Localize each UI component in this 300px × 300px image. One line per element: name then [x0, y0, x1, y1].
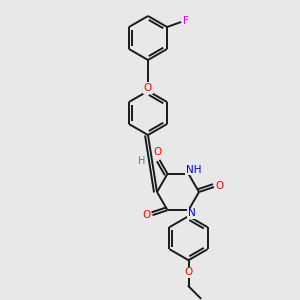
Text: O: O	[142, 210, 151, 220]
Text: O: O	[184, 267, 193, 277]
Text: NH: NH	[186, 165, 201, 175]
Text: O: O	[153, 147, 162, 157]
Text: N: N	[188, 208, 195, 218]
Text: O: O	[216, 181, 224, 191]
Text: O: O	[144, 83, 152, 93]
Text: F: F	[183, 16, 189, 26]
Text: H: H	[138, 157, 145, 166]
